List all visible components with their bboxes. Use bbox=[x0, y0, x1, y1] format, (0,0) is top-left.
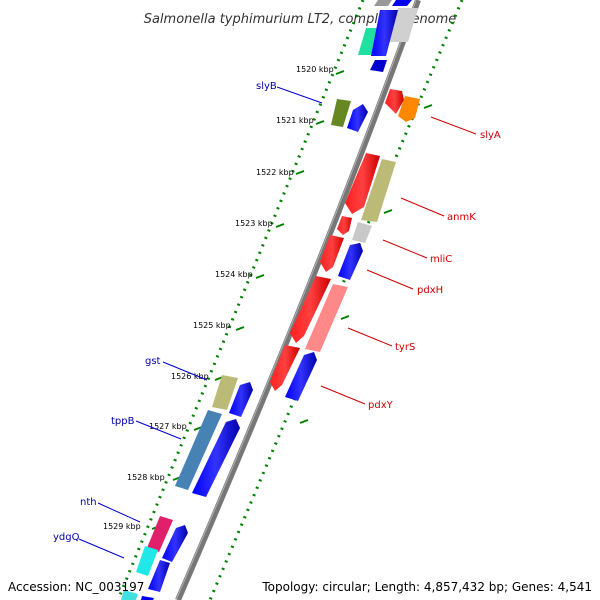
feature-bottom-cyan[interactable] bbox=[121, 590, 138, 600]
tick-label-1526: 1526 kbp bbox=[171, 372, 209, 381]
feature-blue-ydgQ[interactable] bbox=[148, 560, 170, 592]
gene-label-gst[interactable]: gst bbox=[145, 356, 161, 367]
feature-blue-after-gst[interactable] bbox=[229, 382, 253, 417]
left-label-lines bbox=[78, 86, 323, 559]
feature-tppB[interactable] bbox=[175, 410, 222, 490]
tick-label-1523: 1523 kbp bbox=[235, 219, 273, 228]
tick-label-1525: 1525 kbp bbox=[193, 321, 231, 330]
feature-top-gray[interactable] bbox=[374, 0, 392, 6]
gene-label-pdxH[interactable]: pdxH bbox=[417, 285, 443, 296]
feature-top-blue[interactable] bbox=[392, 0, 412, 6]
gene-label-nth[interactable]: nth bbox=[80, 497, 97, 508]
tick-label-1524: 1524 kbp bbox=[215, 270, 253, 279]
feature-pdxY[interactable] bbox=[285, 352, 317, 401]
feature-red-small-1[interactable] bbox=[337, 216, 352, 235]
gene-label-mliC[interactable]: mliC bbox=[430, 254, 452, 265]
gene-label-tppB[interactable]: tppB bbox=[111, 416, 135, 427]
feature-red-large-2[interactable] bbox=[290, 276, 331, 343]
gene-label-slyB[interactable]: slyB bbox=[256, 81, 277, 92]
feature-nth[interactable] bbox=[147, 516, 173, 552]
feature-red-before-slyA[interactable] bbox=[385, 89, 404, 114]
genome-backbone bbox=[175, 0, 421, 600]
feature-small-blue[interactable] bbox=[370, 60, 387, 72]
tick-label-1520: 1520 kbp bbox=[296, 65, 334, 74]
genome-backbone-highlight bbox=[175, 0, 417, 600]
feature-blue-after-slyB[interactable] bbox=[347, 104, 368, 132]
feature-pdxH[interactable] bbox=[338, 243, 363, 280]
tick-label-1527: 1527 kbp bbox=[149, 422, 187, 431]
feature-tyrS[interactable] bbox=[305, 284, 348, 352]
feature-bottom-blue[interactable] bbox=[141, 596, 154, 600]
feature-red-mid-1[interactable] bbox=[320, 235, 344, 272]
topology-text: Topology: circular; Length: 4,857,432 bp… bbox=[262, 580, 592, 594]
gene-label-anmK[interactable]: anmK bbox=[447, 212, 476, 223]
right-label-lines bbox=[320, 116, 477, 405]
feature-top-green[interactable] bbox=[358, 28, 380, 55]
feature-red-large-1[interactable] bbox=[345, 153, 380, 214]
feature-top-blue2[interactable] bbox=[371, 10, 398, 56]
feature-blue-large-tppB[interactable] bbox=[192, 419, 240, 497]
feature-slyB[interactable] bbox=[331, 99, 351, 127]
feature-slyA[interactable] bbox=[398, 96, 420, 122]
tick-label-1521: 1521 kbp bbox=[276, 116, 314, 125]
feature-blue-nth[interactable] bbox=[162, 525, 188, 562]
feature-gst[interactable] bbox=[212, 375, 238, 410]
feature-ydgQ[interactable] bbox=[136, 546, 158, 576]
gene-label-pdxY[interactable]: pdxY bbox=[368, 400, 394, 411]
accession-text: Accession: NC_003197 bbox=[8, 580, 145, 594]
gene-label-tyrS[interactable]: tyrS bbox=[395, 342, 415, 353]
feature-mliC[interactable] bbox=[352, 222, 372, 243]
gene-label-slyA[interactable]: slyA bbox=[480, 130, 501, 141]
tick-label-1528: 1528 kbp bbox=[127, 473, 165, 482]
feature-anmK[interactable] bbox=[361, 159, 396, 222]
gene-label-ydgQ[interactable]: ydgQ bbox=[53, 532, 80, 543]
tick-label-1522: 1522 kbp bbox=[256, 168, 294, 177]
feature-red-mid-2[interactable] bbox=[270, 345, 300, 391]
tick-label-1529: 1529 kbp bbox=[103, 522, 141, 531]
